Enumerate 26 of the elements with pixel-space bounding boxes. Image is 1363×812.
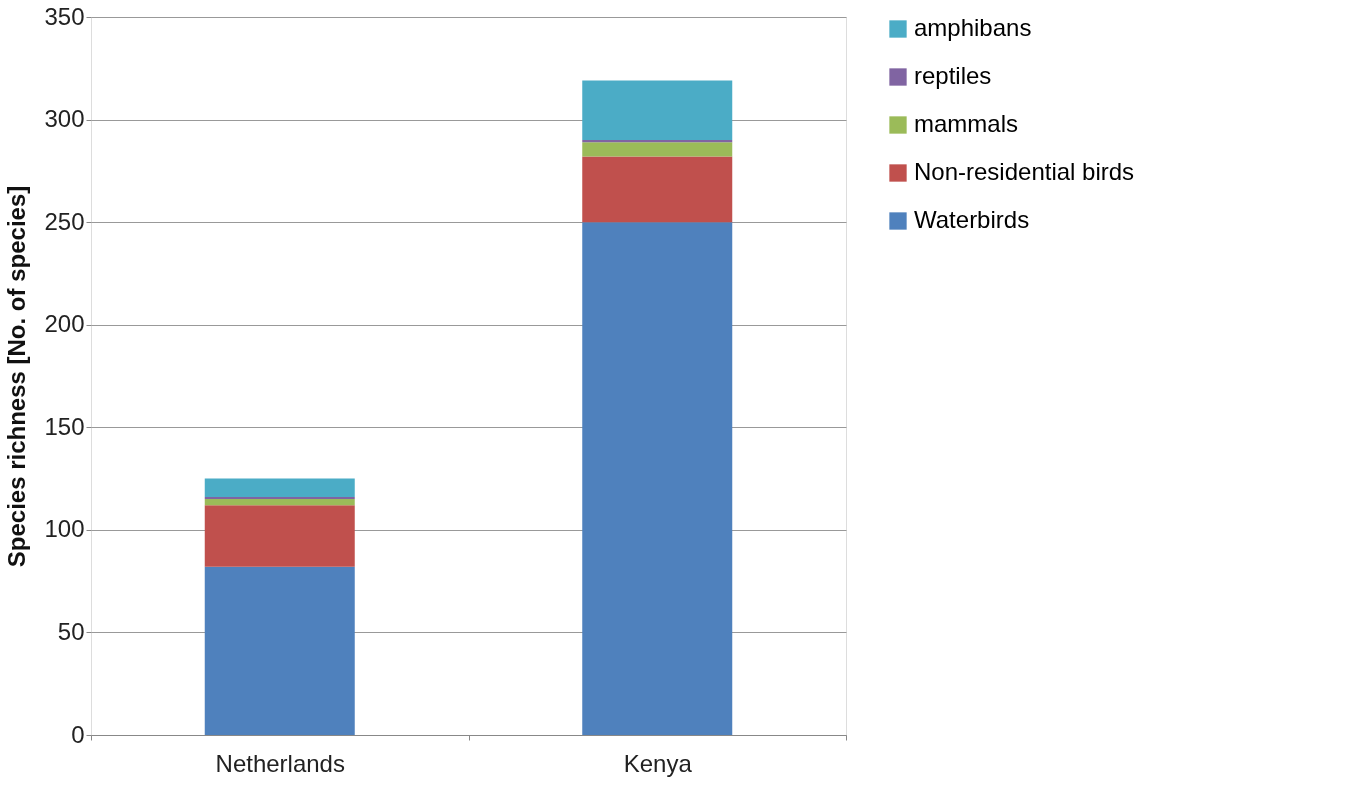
- y-tick-label: 0: [71, 720, 85, 748]
- bar: [204, 505, 355, 567]
- y-tick-label: 250: [44, 207, 85, 235]
- y-tick-label: 150: [44, 412, 85, 440]
- y-tick-label: 100: [44, 515, 85, 543]
- bar: [582, 140, 733, 143]
- y-axis-title: Species richness [No. of species]: [3, 185, 31, 568]
- bar: [204, 478, 355, 498]
- legend-label: reptiles: [914, 62, 992, 89]
- bar: [582, 156, 733, 223]
- legend-label: amphibans: [914, 14, 1032, 41]
- y-tick-label: 300: [44, 105, 85, 133]
- bar: [582, 222, 733, 735]
- bar: [582, 80, 733, 141]
- bar: [582, 142, 733, 157]
- x-tick-label: Netherlands: [215, 749, 345, 777]
- bar: [204, 497, 355, 500]
- bar: [204, 566, 355, 735]
- legend-label: Waterbirds: [914, 206, 1030, 233]
- x-tick-label: Kenya: [623, 749, 693, 777]
- y-tick-label: 200: [44, 310, 85, 338]
- bar: [204, 499, 355, 506]
- legend-label: mammals: [914, 110, 1019, 137]
- y-tick-label: 350: [44, 2, 85, 30]
- y-tick-label: 50: [57, 617, 85, 645]
- legend-label: Non-residential birds: [914, 158, 1135, 185]
